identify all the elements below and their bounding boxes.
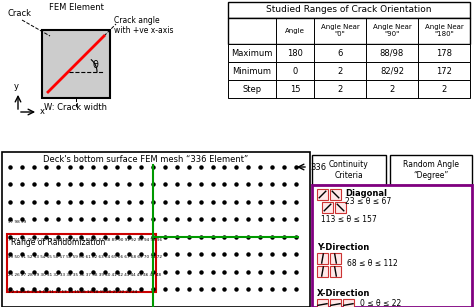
Text: X-Direction: X-Direction [317, 289, 370, 298]
Bar [330, 266, 341, 277]
Text: 113 ≤ θ ≤ 157: 113 ≤ θ ≤ 157 [321, 215, 377, 223]
Bar [7, 234, 156, 292]
Text: y: y [13, 82, 18, 91]
Text: 1 2 3 4 5 6 7 8 9 10 11 12 13 14 15 16 17 18 19 20 21 22 23 24: 1 2 3 4 5 6 7 8 9 10 11 12 13 14 15 16 1… [8, 290, 137, 294]
Text: W: Crack width: W: Crack width [45, 103, 108, 112]
Bar [335, 202, 346, 213]
Text: Minimum: Minimum [233, 67, 272, 76]
Text: 97 98 99: 97 98 99 [8, 220, 26, 224]
Text: 25 26 27 28 29 30 31 32 33 34 35 36 37 38 39 40 41 42 43 44 45 46 47 48: 25 26 27 28 29 30 31 32 33 34 35 36 37 3… [8, 273, 161, 277]
Text: Angle: Angle [285, 28, 305, 34]
Text: x: x [40, 107, 45, 116]
Bar [317, 266, 328, 277]
Bar [228, 18, 470, 44]
Text: Crack: Crack [8, 9, 32, 18]
Text: 2: 2 [337, 84, 343, 94]
Text: 178: 178 [436, 49, 452, 57]
Bar [312, 155, 386, 185]
Text: Angle Near
"0": Angle Near "0" [320, 25, 359, 37]
Bar [2, 152, 310, 307]
Bar [228, 62, 470, 80]
Bar [228, 80, 470, 98]
Bar [343, 299, 354, 307]
Text: 6: 6 [337, 49, 343, 57]
Bar [330, 189, 341, 200]
Text: Crack angle
with +ve x-axis: Crack angle with +ve x-axis [114, 16, 173, 35]
Bar [317, 299, 328, 307]
Text: Angle Near
"90": Angle Near "90" [373, 25, 411, 37]
Bar [330, 253, 341, 264]
Text: 68 ≤ θ ≤ 112: 68 ≤ θ ≤ 112 [347, 258, 398, 267]
Bar [317, 253, 328, 264]
Text: 73 74 75 76 77 78 79 80 81 82 83 84 85 86 87 88 89 90 91 92 93 94 95 96: 73 74 75 76 77 78 79 80 81 82 83 84 85 8… [8, 238, 162, 242]
Text: 88/98: 88/98 [380, 49, 404, 57]
Text: 2: 2 [389, 84, 395, 94]
Text: 336: 336 [310, 162, 326, 172]
Text: FEM Element: FEM Element [48, 3, 103, 12]
Text: Continuity
Criteria: Continuity Criteria [329, 160, 369, 180]
Text: 49 50 51 52 53 54 55 56 57 58 59 60 61 62 63 64 65 66 67 68 69 70 71 72: 49 50 51 52 53 54 55 56 57 58 59 60 61 6… [8, 255, 162, 259]
Text: 23 ≤ θ ≤ 67: 23 ≤ θ ≤ 67 [345, 197, 391, 207]
Text: Range of Randomization: Range of Randomization [11, 238, 105, 247]
Text: Diagonal: Diagonal [345, 188, 387, 197]
Text: Maximum: Maximum [231, 49, 273, 57]
Text: 180: 180 [287, 49, 303, 57]
Text: Angle Near
"180": Angle Near "180" [425, 25, 464, 37]
Bar [317, 189, 328, 200]
Text: θ: θ [92, 60, 98, 70]
Text: 0: 0 [292, 67, 298, 76]
Text: 82/92: 82/92 [380, 67, 404, 76]
Bar [228, 44, 470, 62]
Text: 2: 2 [337, 67, 343, 76]
Bar [42, 30, 110, 98]
Bar [312, 185, 472, 307]
Bar [330, 299, 341, 307]
Text: Random Angle
“Degree”: Random Angle “Degree” [403, 160, 459, 180]
Text: 0 ≤ θ ≤ 22: 0 ≤ θ ≤ 22 [360, 300, 401, 307]
Text: 15: 15 [290, 84, 300, 94]
Text: 172: 172 [436, 67, 452, 76]
Bar [390, 155, 472, 185]
Text: Step: Step [242, 84, 262, 94]
Text: Deck's bottom surface FEM mesh “336 Element”: Deck's bottom surface FEM mesh “336 Elem… [44, 156, 249, 165]
Text: 2: 2 [441, 84, 447, 94]
Text: Studied Ranges of Crack Orientation: Studied Ranges of Crack Orientation [266, 6, 432, 14]
Bar [228, 2, 470, 18]
Text: Y-Direction: Y-Direction [317, 243, 369, 252]
Bar [322, 202, 333, 213]
